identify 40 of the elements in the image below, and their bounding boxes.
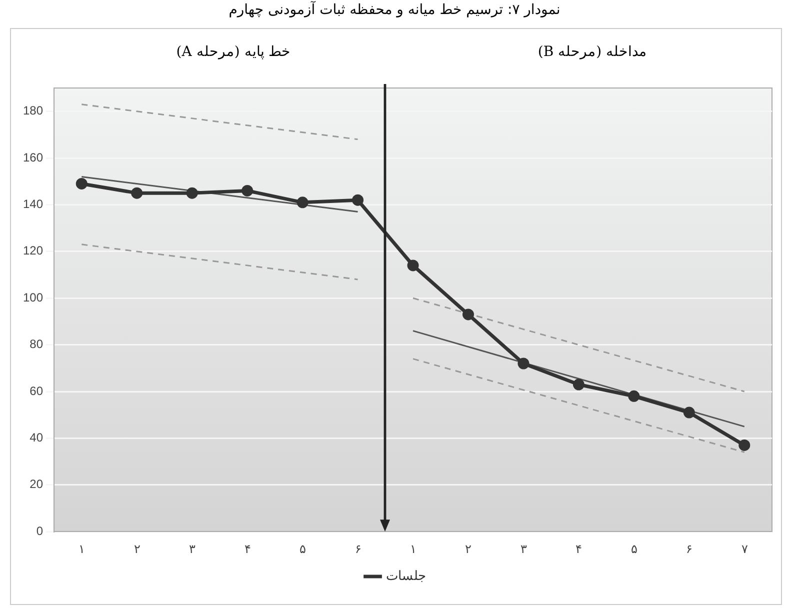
point (628, 390, 640, 402)
y-tick-label: 60 (30, 384, 44, 398)
x-tick-label: ۲ (134, 542, 140, 556)
point (407, 260, 419, 272)
y-tick-label: 180 (22, 104, 44, 118)
legend-label: جلسات (386, 568, 426, 584)
x-tick-label: ۶ (686, 542, 692, 556)
y-tick-label: 120 (22, 244, 44, 258)
text: خط پایه (مرحله A) (175, 43, 292, 60)
x-tick-label: ۵ (630, 542, 637, 556)
y-tick-label: 80 (30, 337, 44, 352)
point (683, 406, 695, 418)
point (352, 194, 364, 206)
x-tick-label: ۲ (465, 542, 472, 556)
x-tick-label: ۷ (741, 542, 748, 556)
y-tick-label: 20 (30, 477, 44, 492)
point (572, 378, 584, 390)
y-tick-label: 100 (22, 290, 44, 304)
point (76, 178, 88, 190)
y-tick-label: 160 (22, 150, 44, 164)
x-tick-label: ۱ (78, 542, 85, 556)
x-tick-label: ۴ (244, 542, 250, 556)
x-tick-label: ۴ (576, 542, 582, 556)
x-tick-label: ۳ (520, 542, 528, 556)
x-tick-label: ۳ (189, 542, 196, 556)
y-tick-label: 0 (36, 524, 44, 538)
y-tick-label: 40 (30, 430, 44, 445)
y-tick-label: 140 (22, 197, 44, 212)
point (738, 439, 750, 451)
point (462, 308, 474, 320)
point (518, 358, 530, 370)
point (242, 184, 254, 196)
text: مداخله (مرحله B) (536, 43, 648, 60)
x-tick-label: ۵ (300, 542, 306, 556)
point (131, 187, 143, 199)
point (296, 196, 308, 208)
x-tick-label: ۱ (410, 542, 416, 556)
chart-title: نمودار ۷: ترسیم خط میانه و محفظه ثبات آزمودنی چهارم (228, 2, 562, 18)
x-tick-label: ۶ (354, 542, 361, 556)
point (186, 187, 198, 199)
